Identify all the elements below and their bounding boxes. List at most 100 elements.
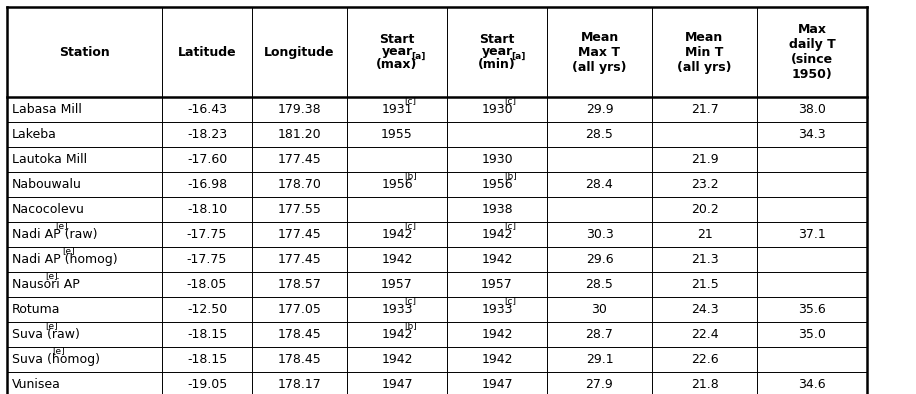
Text: 1955: 1955 [381,128,413,141]
Text: 1947: 1947 [481,378,513,391]
Text: Mean
Max T
(all yrs): Mean Max T (all yrs) [572,30,627,74]
Text: 1956: 1956 [481,178,513,191]
Text: 30: 30 [592,303,607,316]
Text: -16.98: -16.98 [187,178,227,191]
Text: 178.45: 178.45 [278,328,322,341]
Text: 1957: 1957 [381,278,413,291]
Text: 28.5: 28.5 [585,128,614,141]
Text: -16.43: -16.43 [187,103,227,116]
Text: [e]: [e] [62,247,75,255]
Text: Nadi AP (homog): Nadi AP (homog) [12,253,117,266]
Text: 21.7: 21.7 [691,103,718,116]
Text: 34.3: 34.3 [798,128,826,141]
Text: [a]: [a] [411,52,425,61]
Text: Mean
Min T
(all yrs): Mean Min T (all yrs) [677,30,732,74]
Text: [b]: [b] [504,171,517,180]
Text: 179.38: 179.38 [278,103,322,116]
Text: -18.15: -18.15 [187,328,227,341]
Text: 21: 21 [697,228,713,241]
Text: 1947: 1947 [381,378,413,391]
Text: 27.9: 27.9 [585,378,614,391]
Text: 1942: 1942 [381,353,413,366]
Text: 1942: 1942 [481,328,513,341]
Text: 1942: 1942 [381,228,413,241]
Text: 177.55: 177.55 [278,203,322,216]
Text: [e]: [e] [46,322,58,331]
Text: 21.5: 21.5 [691,278,718,291]
Text: 22.4: 22.4 [691,328,718,341]
Text: 1938: 1938 [481,203,513,216]
Text: 1942: 1942 [381,253,413,266]
Text: 28.4: 28.4 [585,178,614,191]
Text: 28.5: 28.5 [585,278,614,291]
Text: 29.9: 29.9 [585,103,614,116]
Text: [e]: [e] [46,271,58,281]
Text: Nausori AP: Nausori AP [12,278,80,291]
Text: Suva (raw): Suva (raw) [12,328,80,341]
Text: 22.6: 22.6 [691,353,718,366]
Text: [c]: [c] [504,296,516,305]
Text: 177.05: 177.05 [278,303,322,316]
Text: -18.10: -18.10 [187,203,227,216]
Text: -18.15: -18.15 [187,353,227,366]
Text: -17.75: -17.75 [187,253,227,266]
Text: Lakeba: Lakeba [12,128,57,141]
Text: 21.8: 21.8 [691,378,718,391]
Text: 1957: 1957 [481,278,513,291]
Text: 37.1: 37.1 [798,228,826,241]
Text: 1942: 1942 [381,328,413,341]
Text: -18.23: -18.23 [187,128,227,141]
Text: 38.0: 38.0 [798,103,826,116]
Text: Station: Station [60,45,110,58]
Text: 28.7: 28.7 [585,328,614,341]
Text: Start: Start [379,33,415,46]
Text: [b]: [b] [404,171,417,180]
Text: -18.05: -18.05 [187,278,227,291]
Text: 178.57: 178.57 [278,278,322,291]
Text: -17.75: -17.75 [187,228,227,241]
Text: [c]: [c] [504,221,516,230]
Text: Lautoka Mill: Lautoka Mill [12,153,87,166]
Text: [c]: [c] [404,296,416,305]
Text: 178.17: 178.17 [278,378,322,391]
Text: 177.45: 177.45 [278,253,322,266]
Text: 181.20: 181.20 [278,128,322,141]
Text: 177.45: 177.45 [278,153,322,166]
Text: Vunisea: Vunisea [12,378,60,391]
Text: year: year [381,45,412,58]
Text: Nacocolevu: Nacocolevu [12,203,85,216]
Text: 1942: 1942 [481,228,513,241]
Text: Nabouwalu: Nabouwalu [12,178,82,191]
Text: 177.45: 177.45 [278,228,322,241]
Text: Labasa Mill: Labasa Mill [12,103,82,116]
Text: 1933: 1933 [381,303,413,316]
Text: -17.60: -17.60 [187,153,227,166]
Text: Suva (homog): Suva (homog) [12,353,100,366]
Text: Latitude: Latitude [178,45,236,58]
Text: 24.3: 24.3 [691,303,718,316]
Text: [e]: [e] [52,346,65,355]
Text: -12.50: -12.50 [187,303,227,316]
Text: 35.0: 35.0 [798,328,826,341]
Text: [b]: [b] [404,322,417,331]
Text: 21.3: 21.3 [691,253,718,266]
Text: Rotuma: Rotuma [12,303,60,316]
Text: [c]: [c] [404,97,416,106]
Text: -19.05: -19.05 [187,378,227,391]
Text: [c]: [c] [404,221,416,230]
Text: 1942: 1942 [481,353,513,366]
Text: 30.3: 30.3 [585,228,614,241]
Text: 29.6: 29.6 [585,253,614,266]
Text: 178.70: 178.70 [278,178,322,191]
Text: 20.2: 20.2 [691,203,718,216]
Text: 1942: 1942 [481,253,513,266]
Text: Nadi AP (raw): Nadi AP (raw) [12,228,97,241]
Text: (max): (max) [376,58,418,71]
Text: [a]: [a] [511,52,525,61]
Text: 29.1: 29.1 [585,353,614,366]
Text: [e]: [e] [56,221,68,230]
Text: (min): (min) [478,58,516,71]
Text: year: year [482,45,513,58]
Text: 1930: 1930 [481,153,513,166]
Text: 1956: 1956 [381,178,413,191]
